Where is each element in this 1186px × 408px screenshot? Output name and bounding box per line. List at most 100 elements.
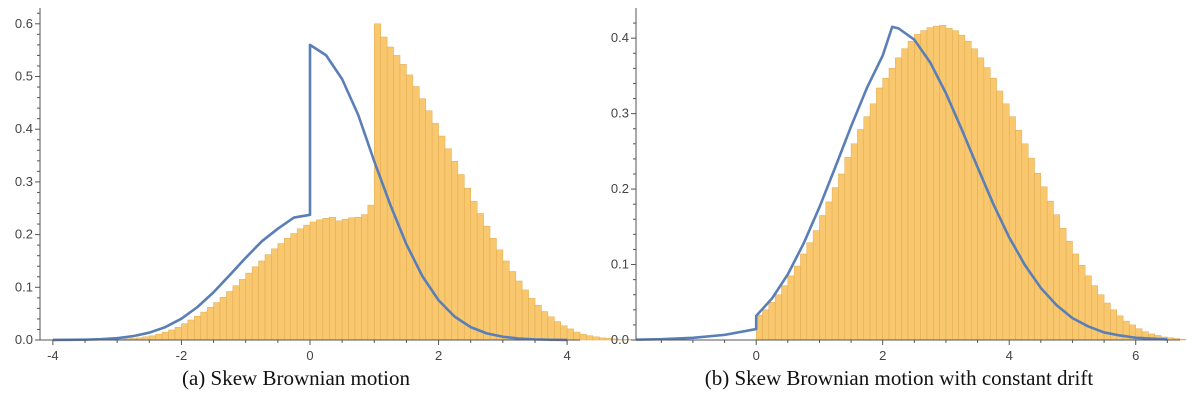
histogram-bar xyxy=(438,135,446,341)
histogram-bar xyxy=(361,214,369,341)
histogram-bar xyxy=(781,285,789,341)
histogram-bar xyxy=(958,34,966,341)
histogram-bar xyxy=(470,201,478,341)
y-tick-label: 0.3 xyxy=(611,106,629,121)
histogram-bar xyxy=(586,335,594,341)
histogram-bar xyxy=(573,331,581,341)
histogram-bar xyxy=(341,219,349,341)
histogram-bar xyxy=(914,34,921,341)
histogram-bar xyxy=(547,316,555,341)
caption-b: (b) Skew Brownian motion with constant d… xyxy=(705,366,1094,390)
histogram-bar xyxy=(168,329,176,341)
chart-b-curve-layer xyxy=(635,25,1168,341)
histogram-bar xyxy=(945,28,953,341)
chart-a: -4 -2 0 2 4 0.0 0.1 0.2 0.3 0.4 0.5 0.6 xyxy=(15,8,632,363)
chart-b-axes: 0 2 4 6 0.0 0.1 0.2 0.3 0.4 xyxy=(611,8,1180,363)
histogram-bar xyxy=(592,336,600,341)
histogram-bar xyxy=(303,224,311,341)
histogram-bar xyxy=(952,30,959,341)
histogram-bar xyxy=(762,309,770,341)
histogram-bar xyxy=(901,48,909,341)
histogram-bar xyxy=(219,297,227,341)
histogram-bar xyxy=(939,25,947,341)
histogram-bar xyxy=(515,280,523,341)
histogram-bar xyxy=(425,110,433,341)
histogram-bar xyxy=(181,323,189,341)
y-tick-label: 0.1 xyxy=(611,257,629,272)
histogram-bar xyxy=(528,298,536,341)
density-curve xyxy=(52,43,568,342)
histogram-bar xyxy=(1008,116,1016,341)
histogram-bar xyxy=(1053,214,1061,341)
histogram-bar xyxy=(457,174,465,341)
histogram-bar xyxy=(419,98,426,341)
histogram-bar xyxy=(406,74,414,341)
histogram-bar xyxy=(386,46,394,341)
histogram-bar xyxy=(1065,240,1073,341)
histogram-bar xyxy=(489,238,497,341)
x-tick-label: 4 xyxy=(1006,348,1013,363)
histogram-bar xyxy=(774,294,782,341)
chart-b: 0 2 4 6 0.0 0.1 0.2 0.3 0.4 xyxy=(611,8,1186,363)
histogram-bar xyxy=(977,57,985,341)
histogram-bar xyxy=(206,307,214,341)
histogram-bar xyxy=(926,27,934,341)
histogram-bar xyxy=(1072,253,1080,341)
y-tick-label: 0.3 xyxy=(15,174,33,189)
histogram-bar xyxy=(566,328,574,341)
histogram-bar xyxy=(316,219,324,341)
y-tick-label: 0.0 xyxy=(611,332,629,347)
x-tick-label: 6 xyxy=(1132,348,1139,363)
histogram-bar xyxy=(825,201,833,341)
histogram-bar xyxy=(1084,275,1092,341)
histogram-bar xyxy=(271,248,279,341)
histogram-bar xyxy=(431,123,439,341)
histogram-bar xyxy=(1002,103,1010,341)
histogram-bar xyxy=(819,215,827,341)
histogram-bar xyxy=(354,216,362,341)
y-tick-label: 0.4 xyxy=(611,30,629,45)
x-tick-label: -2 xyxy=(176,348,188,363)
histogram-bar xyxy=(812,230,820,341)
histogram-bar xyxy=(1091,285,1099,341)
chart-b-bars xyxy=(755,25,1186,341)
histogram-bar xyxy=(534,304,542,341)
histogram-bar xyxy=(348,217,356,341)
histogram-bar xyxy=(251,266,259,341)
histogram-bar xyxy=(541,311,549,341)
histogram-bar xyxy=(245,272,253,341)
histogram-bar xyxy=(239,279,246,341)
y-tick-label: 0.4 xyxy=(15,121,33,136)
histogram-bar xyxy=(174,327,182,341)
x-tick-label: 2 xyxy=(435,348,442,363)
histogram-bar xyxy=(599,337,606,341)
histogram-bar xyxy=(399,64,407,341)
y-tick-label: 0.2 xyxy=(15,227,33,242)
histogram-bar xyxy=(831,187,839,341)
histogram-bar xyxy=(367,204,375,341)
histogram-bar xyxy=(322,218,330,341)
histogram-bar xyxy=(863,116,871,341)
histogram-bar xyxy=(1078,265,1086,341)
histogram-bar xyxy=(155,333,163,341)
y-tick-label: 0.2 xyxy=(611,181,629,196)
histogram-bar xyxy=(464,187,471,341)
histogram-bar xyxy=(850,143,858,341)
chart-a-curve-layer xyxy=(52,43,568,342)
histogram-bar xyxy=(509,271,516,341)
histogram-bar xyxy=(258,260,266,341)
histogram-bar xyxy=(579,333,587,341)
histogram-bar xyxy=(1021,143,1029,341)
histogram-bar xyxy=(844,157,852,341)
histogram-bar xyxy=(806,242,814,341)
histogram-bar xyxy=(882,77,890,341)
histogram-bar xyxy=(768,302,776,341)
histogram-bar xyxy=(869,103,877,341)
histogram-bar xyxy=(1046,200,1054,341)
histogram-bar xyxy=(1040,186,1048,341)
histogram-bar xyxy=(964,40,972,341)
histogram-bar xyxy=(213,302,221,341)
chart-a-bars xyxy=(116,23,632,341)
histogram-bar xyxy=(496,249,504,341)
